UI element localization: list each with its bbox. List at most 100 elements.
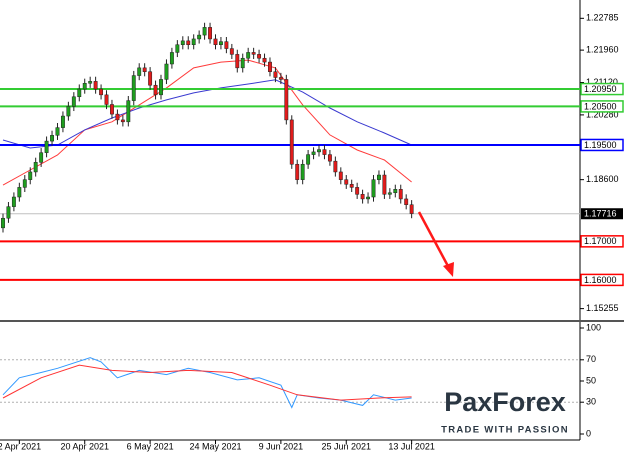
- x-tick-label: 13 Jul 2021: [388, 441, 435, 451]
- candle-body: [93, 81, 98, 90]
- candle-body: [398, 189, 403, 200]
- candle-body: [55, 127, 60, 136]
- level-label: 1.16000: [584, 275, 617, 285]
- candle-body: [371, 179, 376, 198]
- candle-body: [175, 44, 180, 53]
- x-tick-label: 2 Apr 2021: [0, 441, 41, 451]
- x-tick-label: 25 Jun 2021: [321, 441, 371, 451]
- level-label-box: [580, 138, 624, 152]
- y-tick-label: 50: [586, 375, 596, 385]
- candle-body: [377, 174, 381, 180]
- current-price-label: 1.17716: [584, 209, 617, 219]
- moving-average: [2, 59, 412, 186]
- candle-body: [126, 100, 131, 123]
- candle-body: [278, 77, 283, 80]
- candle-body: [99, 88, 104, 96]
- y-tick-label: 1.15255: [586, 303, 619, 313]
- candle-body: [6, 206, 11, 219]
- y-tick-label: 1.20280: [586, 109, 619, 119]
- candle-body: [251, 52, 256, 55]
- candle-body: [44, 140, 49, 153]
- level-label: 1.20500: [584, 101, 617, 111]
- candle-body: [387, 192, 392, 195]
- candle-body: [219, 41, 223, 45]
- logo-tagline: TRADE WITH PASSION: [441, 425, 569, 436]
- forecast-arrow: [417, 211, 454, 277]
- candle-body: [355, 187, 360, 195]
- x-tick-label: 9 Jun 2021: [259, 441, 304, 451]
- candle-body: [246, 52, 251, 59]
- candle-body: [208, 27, 212, 40]
- candle-body: [82, 83, 87, 90]
- y-tick-label: 1.21960: [586, 44, 619, 54]
- level-label-box: [580, 273, 624, 287]
- candle-body: [360, 194, 365, 200]
- candle-body: [224, 41, 229, 49]
- candle-body: [148, 71, 153, 86]
- candle-body: [213, 38, 218, 45]
- candle-body: [191, 38, 196, 45]
- candle-body: [50, 135, 54, 142]
- candle-body: [333, 160, 338, 173]
- level-label-box: [580, 235, 624, 248]
- candle-body: [71, 96, 76, 107]
- candle-body: [235, 54, 240, 69]
- y-tick-label: 30: [586, 397, 596, 407]
- candle-body: [327, 154, 332, 162]
- current-price-box: [581, 208, 623, 220]
- candle-body: [60, 115, 65, 128]
- logo-name: PaxForex: [444, 387, 566, 417]
- candle-body: [311, 151, 316, 155]
- candle-body: [39, 152, 44, 163]
- y-tick-label: 1.18600: [586, 174, 619, 184]
- candle-body: [104, 94, 109, 105]
- candle-body: [77, 88, 82, 98]
- candle-body: [164, 63, 169, 80]
- x-tick-label: 6 May 2021: [127, 441, 174, 451]
- indicator-line: [2, 357, 412, 409]
- candle-body: [393, 189, 398, 194]
- y-tick-label: 70: [586, 354, 596, 364]
- candle-body: [404, 198, 409, 205]
- candle-body: [153, 84, 158, 96]
- candle-body: [349, 184, 354, 188]
- candle-body: [88, 81, 93, 84]
- level-label: 1.19500: [584, 140, 617, 150]
- candle-body: [262, 57, 267, 63]
- candle-body: [197, 34, 202, 40]
- candle-body: [240, 57, 245, 69]
- candle-body: [66, 106, 71, 117]
- candle-body: [110, 104, 114, 115]
- y-tick-label: 1.22785: [586, 13, 619, 23]
- candle-body: [284, 79, 289, 121]
- candle-body: [169, 52, 174, 65]
- candle-body: [344, 179, 349, 185]
- candle-body: [268, 61, 272, 72]
- level-label-box: [580, 82, 624, 96]
- y-tick-label: 100: [586, 322, 601, 332]
- candle-body: [180, 40, 185, 45]
- candle-body: [137, 67, 142, 76]
- candle-body: [306, 154, 311, 165]
- candle-body: [159, 79, 163, 96]
- candle-body: [131, 75, 136, 101]
- indicator-line: [2, 364, 412, 401]
- candle-body: [33, 162, 38, 173]
- moving-average: [2, 79, 412, 149]
- level-label: 1.20950: [584, 84, 617, 94]
- candle-body: [409, 204, 414, 214]
- candle-body: [229, 48, 234, 55]
- candle-body: [317, 149, 321, 153]
- candle-body: [366, 196, 370, 200]
- x-tick-label: 24 May 2021: [189, 441, 241, 451]
- candle-body: [186, 40, 191, 45]
- candle-body: [28, 171, 33, 180]
- candle-body: [295, 163, 300, 180]
- candle-body: [322, 149, 327, 155]
- candle-body: [1, 217, 5, 229]
- x-tick-label: 20 Apr 2021: [60, 441, 109, 451]
- candle-body: [11, 196, 16, 207]
- y-tick-label: 0: [586, 428, 591, 438]
